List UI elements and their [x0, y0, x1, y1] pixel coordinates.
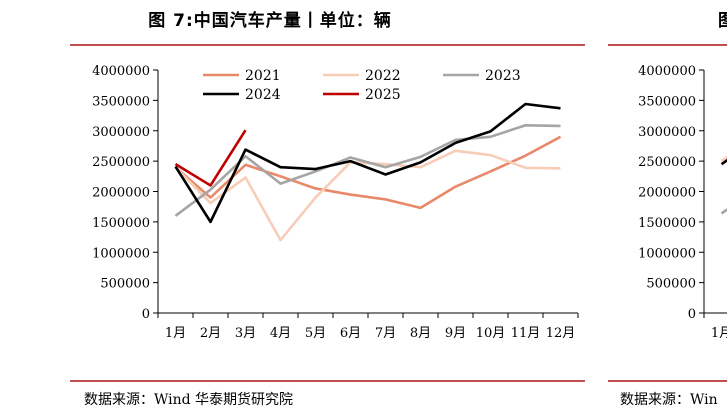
y-tick-label: 3500000	[638, 94, 696, 109]
series-line-2022	[174, 149, 561, 242]
x-tick-label: 12月	[546, 326, 576, 341]
chart-title: 图 7:中国汽车产量丨单位：辆	[148, 11, 392, 31]
series-line-2023	[174, 123, 561, 217]
y-tick-label: 2500000	[638, 155, 696, 170]
x-tick-label: 6月	[340, 326, 361, 341]
car-production-line-chart: 4000000 3500000 3000000 2500000 2000000 15000…	[92, 64, 579, 341]
y-tick-label: 1500000	[92, 216, 150, 231]
main-chart-panel: 图 7:中国汽车产量丨单位：辆 4000000 3500000 3000000 250…	[70, 11, 585, 408]
y-tick-label: 0	[142, 307, 150, 322]
y-tick-label: 2000000	[638, 186, 696, 201]
x-tick-label: 10月	[476, 326, 506, 341]
series-line-2022	[720, 155, 727, 163]
series-line-2024	[720, 158, 727, 166]
x-tick-label: 1月	[165, 326, 186, 341]
x-tick-label: 8月	[410, 326, 431, 341]
series-line-2024	[174, 102, 561, 224]
second-source-divider	[608, 380, 727, 382]
legend-label-2025: 2025	[365, 87, 401, 103]
y-tick-label: 1000000	[92, 246, 150, 261]
x-tick-label: 9月	[445, 326, 466, 341]
y-tick-label: 3500000	[92, 94, 150, 109]
series-line-2021	[174, 135, 562, 210]
source-divider	[70, 380, 585, 382]
title-divider	[70, 44, 585, 46]
y-tick-label: 4000000	[92, 64, 150, 79]
y-tick-label: 500000	[646, 277, 696, 292]
y-tick-label: 0	[688, 307, 696, 322]
second-chart-title: 图	[718, 6, 727, 31]
legend-label-2023: 2023	[485, 68, 521, 84]
x-tick-label: 3月	[235, 326, 256, 341]
source-note: 数据来源：Wind 华泰期货研究院	[84, 392, 294, 408]
y-tick-label: 2000000	[92, 186, 150, 201]
series-line-2025	[174, 129, 247, 187]
legend-label-2024: 2024	[245, 87, 281, 103]
legend-label-2022: 2022	[365, 68, 401, 84]
y-tick-label: 500000	[100, 277, 150, 292]
y-tick-label: 3000000	[638, 125, 696, 140]
y-tick-label: 1000000	[638, 246, 696, 261]
second-line-chart: 4000000 3500000 3000000 2500000 2000000 15000…	[638, 64, 727, 341]
y-tick-label: 3000000	[92, 125, 150, 140]
x-tick-label: 7月	[375, 326, 396, 341]
second-title-divider	[608, 44, 727, 46]
x-tick-label: 11月	[511, 326, 541, 341]
x-tick-label: 2月	[200, 326, 221, 341]
series-line-2023	[720, 208, 727, 215]
legend-label-2021: 2021	[245, 68, 281, 84]
y-tick-label: 1500000	[638, 216, 696, 231]
x-tick-label: 1月	[711, 326, 727, 341]
x-tick-label: 5月	[305, 326, 326, 341]
y-tick-label: 2500000	[92, 155, 150, 170]
x-tick-label: 4月	[270, 326, 291, 341]
y-tick-label: 4000000	[638, 64, 696, 79]
second-source-note: 数据来源：Win	[620, 392, 718, 408]
second-chart-panel: 图 4000000 3500000 3000000 2500000 2000000 150…	[600, 0, 727, 419]
